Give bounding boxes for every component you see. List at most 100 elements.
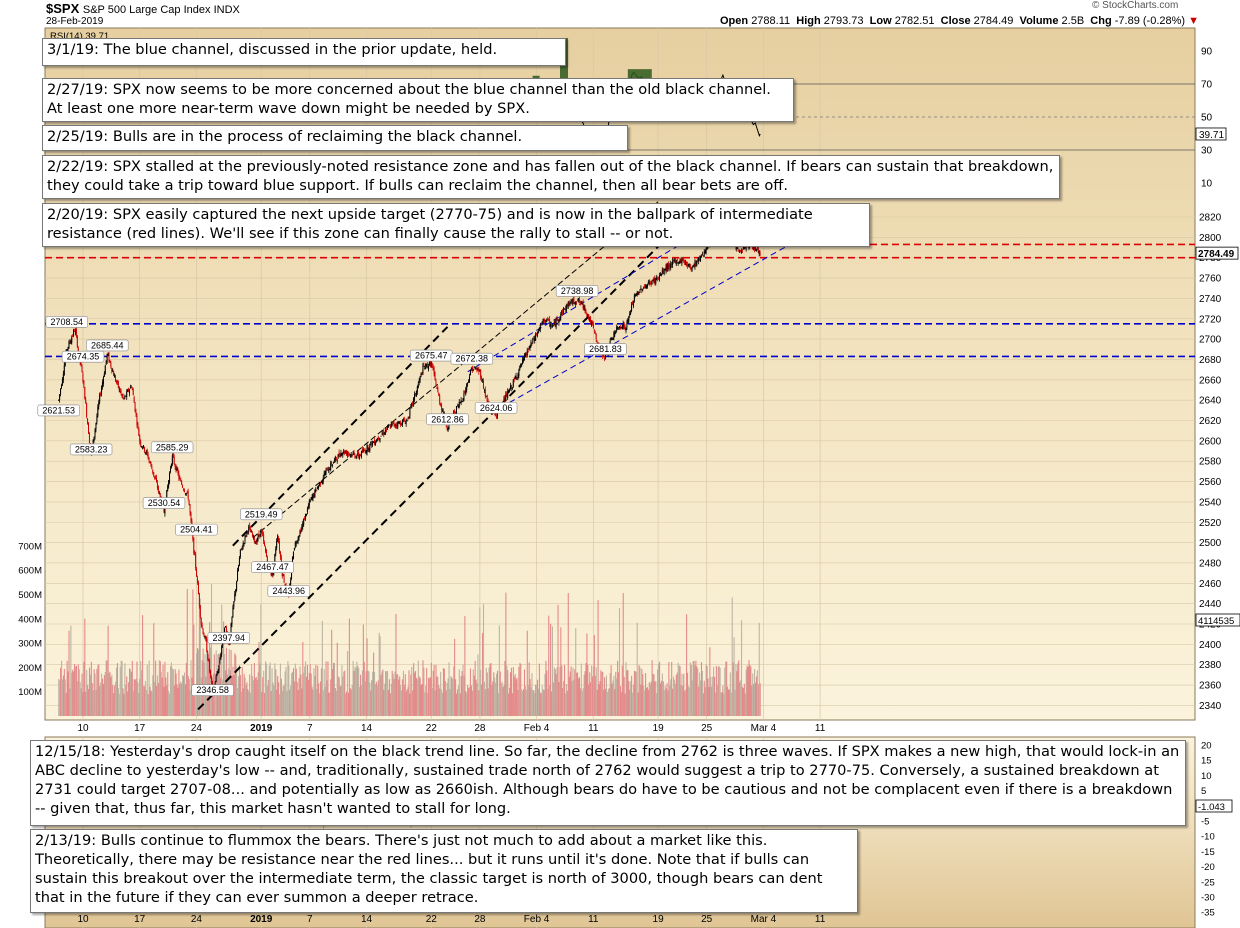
volume-bar (520, 663, 522, 716)
volume-bar (160, 671, 162, 716)
price-label-text: 2530.54 (148, 498, 181, 508)
candle-body (739, 250, 741, 252)
volume-bar (698, 686, 700, 716)
candle-body (346, 453, 348, 455)
candle-body (340, 452, 342, 457)
volume-bar (417, 660, 419, 716)
volume-bar (66, 660, 68, 716)
volume-bar (616, 678, 618, 716)
volume-bar (309, 664, 311, 716)
volume-bar (757, 684, 759, 716)
candle-body (520, 363, 522, 367)
macd-x-tick-label: 22 (426, 914, 438, 925)
volume-bar (649, 684, 651, 716)
candle-body (354, 454, 356, 458)
price-label: 2504.41 (175, 523, 218, 536)
volume-bar (105, 660, 107, 716)
volume-bar (270, 690, 272, 716)
volume-bar (280, 678, 282, 716)
volume-bar (390, 683, 392, 716)
volume-bar (235, 655, 237, 716)
candle-body (74, 331, 76, 332)
volume-bar (553, 667, 555, 716)
candle-body (446, 426, 448, 430)
candle-body (397, 421, 399, 428)
candle-body (455, 412, 457, 414)
candle-body (624, 326, 626, 330)
candle-body (99, 394, 101, 402)
volume-bar (65, 692, 67, 716)
candle-body (433, 367, 435, 374)
volume-bar (622, 593, 624, 716)
volume-bar (191, 677, 193, 716)
volume-bar (166, 685, 168, 716)
volume-bar (427, 692, 429, 716)
volume-bar (96, 668, 98, 716)
volume-bar (173, 685, 175, 716)
volume-bar (237, 688, 239, 716)
volume-bar (705, 664, 707, 716)
volume-bar (303, 672, 305, 716)
volume-bar (84, 618, 86, 716)
candle-body (618, 327, 620, 329)
volume-bar (468, 688, 470, 716)
candle-body (629, 313, 631, 316)
price-tick-label: 2740 (1199, 294, 1222, 305)
volume-bar (528, 662, 530, 716)
volume-bar (484, 688, 486, 716)
candle-body (135, 411, 137, 415)
candle-body (467, 382, 469, 385)
volume-bar (467, 685, 469, 716)
candle-body (460, 399, 462, 404)
candle-body (217, 671, 219, 674)
candle-body (68, 341, 70, 349)
volume-bar (663, 690, 665, 716)
candle-body (705, 248, 707, 254)
volume-bar (94, 673, 96, 716)
candle-body (644, 286, 646, 288)
candle-body (625, 328, 627, 332)
candle-body (564, 308, 566, 310)
volume-bar (558, 682, 560, 716)
volume-bar (88, 689, 90, 716)
candle-body (421, 374, 423, 375)
volume-bar (399, 676, 401, 716)
volume-bar (566, 690, 568, 716)
volume-bar (595, 667, 597, 716)
volume-bar (697, 668, 699, 716)
black-channel-lower (197, 241, 663, 711)
volume-bar (369, 682, 371, 716)
volume-bar (419, 677, 421, 716)
volume-bar (690, 664, 692, 716)
candle-body (438, 392, 440, 396)
candle-body (627, 318, 629, 323)
volume-bar (254, 677, 256, 716)
candle-body (103, 373, 105, 377)
volume-bar (657, 669, 659, 716)
volume-bar (734, 689, 736, 716)
volume-bar (435, 664, 437, 716)
price-tick-label: 2720 (1199, 314, 1222, 325)
candle-body (480, 369, 482, 378)
candle-body (706, 245, 708, 250)
candle-body (137, 423, 139, 427)
volume-bar (584, 671, 586, 716)
volume-bar (170, 662, 173, 716)
volume-bar (122, 688, 124, 716)
candle-body (673, 259, 675, 262)
candle-body (541, 322, 543, 324)
candle-body (349, 454, 351, 456)
volume-bar (311, 686, 313, 716)
candle-body (736, 247, 738, 250)
candle-body (459, 401, 461, 403)
candle-body (261, 530, 263, 532)
volume-bar (650, 681, 652, 716)
volume-bar (482, 604, 485, 716)
candle-body (757, 247, 759, 253)
volume-bar (426, 668, 428, 716)
volume-bar (185, 662, 187, 716)
candle-body (60, 385, 62, 389)
candle-body (180, 480, 182, 482)
volume-bar (716, 684, 718, 716)
candle-body (485, 396, 487, 397)
